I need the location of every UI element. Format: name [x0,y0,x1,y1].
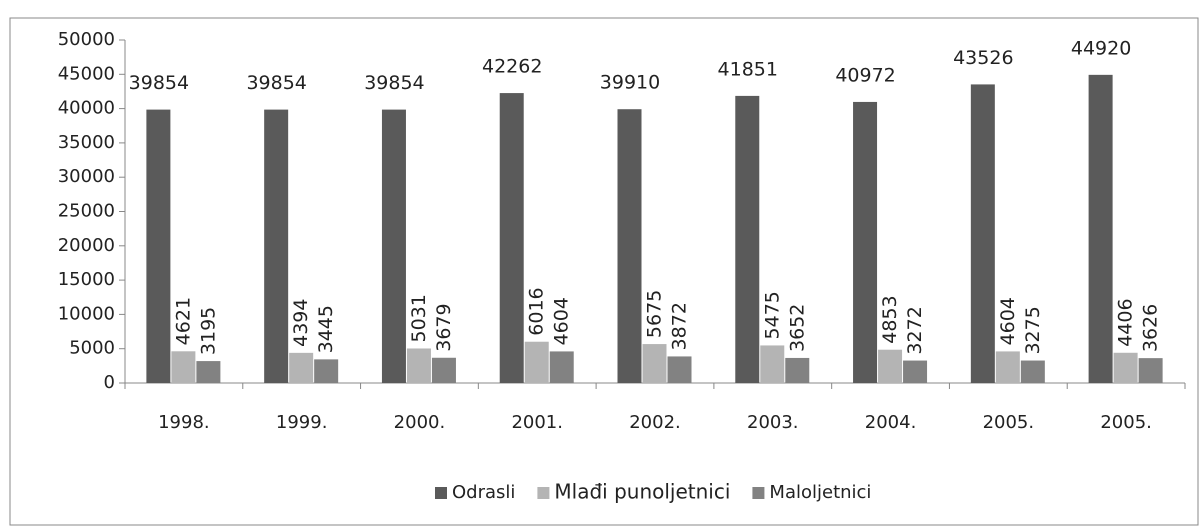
bar [970,84,995,384]
bar [760,345,785,383]
y-tick-label: 15000 [58,269,115,290]
value-label: 4394 [290,298,312,346]
value-label: 6016 [526,287,548,335]
bar [314,359,339,383]
y-tick-label: 20000 [58,235,115,256]
bar [642,344,667,383]
value-label: 3626 [1140,304,1162,352]
x-tick-label: 1998. [158,412,210,433]
x-tick-label: 2001. [511,412,563,433]
value-label: 4604 [997,297,1019,345]
value-label: 39854 [364,72,424,94]
bar [853,101,878,384]
bar [1088,74,1113,383]
x-tick-label: 2005. [1100,412,1152,433]
value-label: 44920 [1071,37,1131,59]
bar [1138,358,1163,383]
bar [617,109,642,383]
y-tick-label: 10000 [58,303,115,324]
value-label: 3872 [669,302,691,350]
bar [524,341,549,383]
value-label: 3272 [904,306,926,354]
value-label: 39910 [600,72,660,94]
value-label: 3679 [433,303,455,351]
bar [1113,352,1138,383]
legend-swatch [435,487,447,499]
value-label: 5675 [644,290,666,338]
value-label: 40972 [835,64,895,86]
bar [1020,360,1045,383]
legend-swatch [752,487,765,499]
value-label: 41851 [718,58,778,80]
value-label: 4604 [551,297,573,345]
bar [995,351,1020,383]
bar [431,357,456,383]
x-tick-label: 2005. [983,412,1035,433]
y-tick-label: 30000 [58,166,115,187]
value-label: 3652 [786,304,808,352]
value-label: 3275 [1022,306,1044,354]
value-label: 39854 [246,72,306,94]
y-tick-label: 5000 [69,338,115,359]
x-tick-label: 2004. [865,412,917,433]
value-label: 39854 [129,72,189,94]
bar [499,93,524,384]
legend-label: Mlađi punoljetnici [554,480,730,504]
legend-swatch [537,487,550,499]
bar [667,356,692,383]
value-label: 42262 [482,56,542,78]
value-label: 5475 [761,291,783,339]
bar [735,95,760,384]
x-tick-label: 2003. [747,412,799,433]
value-label: 3445 [315,305,337,353]
bar [264,109,289,383]
y-tick-label: 0 [104,372,115,393]
y-tick-label: 40000 [58,98,115,119]
chart-frame [9,17,1199,526]
bar [196,361,221,383]
value-label: 4406 [1115,298,1137,346]
y-tick-label: 25000 [58,201,115,222]
value-label: 3195 [197,307,219,355]
legend-label: Maloljetnici [769,482,871,503]
value-label: 4621 [172,297,194,345]
bar [289,352,314,383]
bar [146,109,171,383]
legend-label: Odrasli [452,482,515,503]
x-tick-label: 2000. [394,412,446,433]
x-tick-label: 1999. [276,412,328,433]
bar [785,357,810,383]
y-tick-label: 50000 [58,29,115,50]
bar [903,360,928,383]
y-tick-label: 45000 [58,63,115,84]
bar [381,109,406,383]
y-tick-label: 35000 [58,132,115,153]
value-label: 43526 [953,47,1013,69]
bar [878,349,903,383]
x-tick-label: 2002. [629,412,681,433]
bar [171,351,196,383]
value-label: 4853 [879,295,901,343]
bar [406,348,431,383]
bar [549,351,574,383]
value-label: 5031 [408,294,430,342]
